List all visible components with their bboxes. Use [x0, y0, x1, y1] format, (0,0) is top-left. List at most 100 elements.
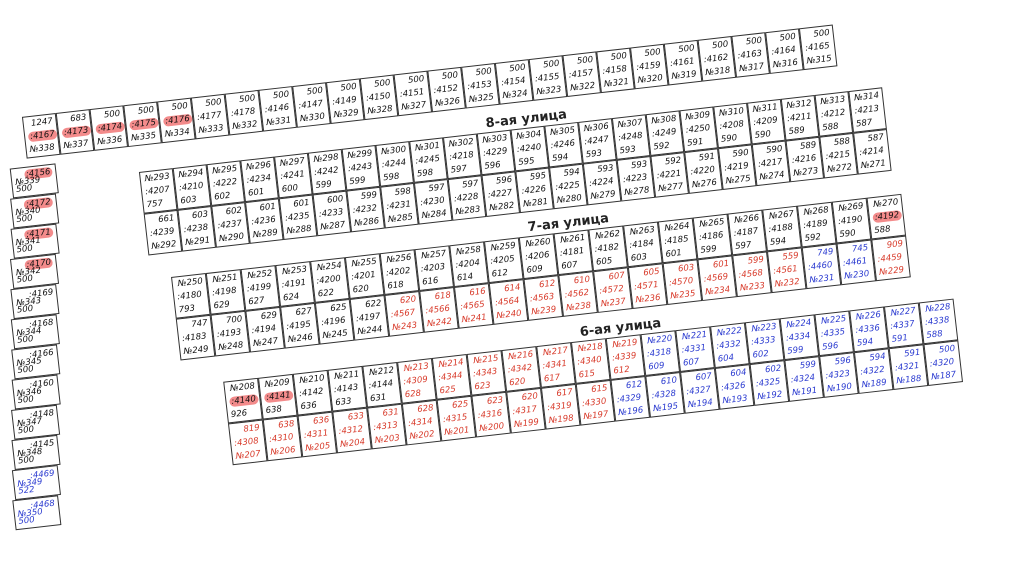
plot-code: :4245	[414, 153, 441, 167]
plot-area: 629	[260, 310, 278, 323]
plot-no: №206	[270, 445, 297, 458]
plot: 604:4326 №193	[714, 364, 755, 410]
plot: 500:4151 №327	[393, 70, 433, 117]
plot-area: 590	[765, 144, 784, 156]
plot-code: :4144	[368, 378, 394, 392]
plot-no: №309	[684, 109, 711, 123]
plot-area: 500	[17, 454, 35, 467]
plot-code: :4249	[651, 126, 677, 140]
plot-area: 590	[731, 147, 750, 160]
plot-area: 627	[247, 295, 266, 308]
plot: 500:4177 №333	[190, 93, 230, 140]
plot-area: 602	[752, 348, 770, 361]
plot: №224:4334 599	[779, 314, 820, 361]
plot: 591:4220 №276	[684, 148, 723, 194]
plot-area: 500	[272, 89, 290, 102]
plot-area: 627	[295, 306, 313, 319]
plot-area: 588	[821, 121, 840, 134]
plot-area: 607	[560, 259, 579, 272]
plot-code: :4308	[233, 436, 260, 449]
plot-area: 628	[404, 388, 422, 401]
plot-area: 593	[630, 159, 648, 172]
plot-no: №223	[751, 321, 778, 335]
plot-no: №315	[806, 53, 833, 67]
plot-code: :4214	[858, 145, 885, 159]
plot: 605:4571 №236	[627, 263, 668, 309]
plot: №215:4343 623	[466, 350, 507, 396]
plot-area: 601	[247, 186, 265, 199]
plot-no: №265	[698, 217, 725, 230]
plot-area: 500	[16, 303, 34, 316]
plot-area: 605	[642, 266, 661, 279]
plot-no: №237	[600, 296, 627, 310]
plot-area: 612	[613, 364, 631, 377]
plot-area: 620	[352, 283, 370, 296]
plot-no: №220	[646, 333, 673, 347]
plot-code: :4221	[656, 168, 682, 182]
plot: 623:4316 №200	[471, 391, 511, 438]
plot-code: :4231	[385, 199, 412, 213]
plot: 618:4566 №242	[419, 287, 459, 333]
plot-no: №264	[664, 221, 691, 234]
plot-code: :4235	[284, 210, 311, 224]
plot-no: №336	[96, 134, 123, 148]
plot-area: 593	[596, 163, 615, 176]
plot-area: 592	[664, 155, 682, 168]
plot-area: 601	[712, 258, 730, 271]
plot-code: :4198	[211, 285, 238, 299]
plot-no: №282	[488, 200, 515, 214]
plot-no: №338	[29, 142, 56, 156]
plot-area: 522	[17, 484, 36, 497]
plot: №267:4188 594	[762, 205, 802, 252]
plot-no: №252	[246, 268, 273, 282]
plot-no: №298	[313, 152, 340, 166]
plot: №218:4340 615	[570, 338, 611, 384]
plot: №302:4218 597	[442, 133, 482, 180]
plot-no: №243	[391, 320, 418, 334]
plot: 599:4232 №286	[346, 186, 385, 233]
plot-area: 500	[306, 85, 324, 98]
plot-no: №333	[198, 123, 225, 136]
plot-code: :4154	[500, 75, 527, 89]
plot-area: 500	[16, 364, 35, 376]
plot: №257:4203 616	[414, 245, 454, 292]
plot: №297:4241 600	[274, 152, 313, 199]
plot: 500:4158 №321	[596, 47, 635, 94]
plot-area: 592	[804, 232, 822, 244]
plot-no: №232	[774, 276, 801, 290]
plot-area: 625	[439, 384, 457, 397]
plot-code: :4178	[230, 106, 256, 120]
plot-area: 595	[529, 170, 547, 183]
plot-no: №274	[759, 169, 786, 183]
plot-no: №327	[400, 100, 427, 113]
plot-area: 631	[382, 407, 400, 419]
plot-code: :4219	[723, 160, 750, 174]
plot-code: :4213	[854, 103, 880, 117]
plot-area: 604	[717, 352, 735, 365]
plot-code: :4330	[581, 396, 607, 410]
plot-no: №234	[704, 284, 731, 298]
plot-area: 594	[563, 167, 581, 179]
plot-code: :4310	[268, 432, 295, 445]
plot-no: №235	[669, 288, 696, 302]
plot-code: :4217	[757, 157, 784, 170]
plot: №222:4332 604	[710, 322, 750, 369]
plot-no: №287	[319, 219, 346, 233]
plot-area: 683	[69, 112, 87, 125]
plot: №293:4207 757	[138, 168, 178, 214]
plot-no: №246	[287, 332, 314, 346]
plot-code: :4149	[331, 94, 358, 108]
plot-code: :4562	[564, 287, 590, 301]
plot-code: :4192	[872, 209, 902, 224]
plot-code: :4150	[365, 91, 392, 104]
plot-no: №285	[387, 212, 414, 226]
plot-no: №290	[218, 231, 245, 245]
plot-no: №207	[235, 449, 262, 462]
plot-code: :4319	[546, 400, 573, 414]
plot-code: :4206	[524, 250, 551, 263]
plot-area: 819	[242, 422, 261, 435]
plot-code: :4147	[297, 98, 324, 112]
plot-area: 616	[421, 275, 439, 288]
plot-no: №233	[739, 280, 766, 294]
